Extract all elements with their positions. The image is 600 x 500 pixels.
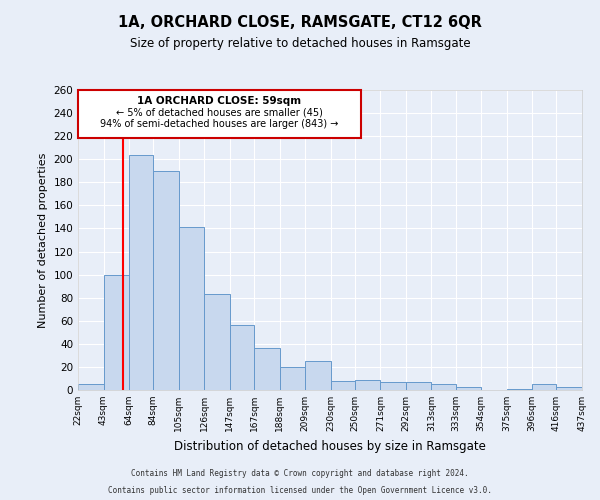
Bar <box>230 326 254 390</box>
FancyBboxPatch shape <box>78 90 361 138</box>
Bar <box>153 171 179 390</box>
Text: Size of property relative to detached houses in Ramsgate: Size of property relative to detached ho… <box>130 38 470 51</box>
Text: ← 5% of detached houses are smaller (45): ← 5% of detached houses are smaller (45) <box>116 108 323 118</box>
Bar <box>104 274 129 390</box>
Bar <box>78 384 104 390</box>
Text: 1A ORCHARD CLOSE: 59sqm: 1A ORCHARD CLOSE: 59sqm <box>137 96 302 106</box>
Bar <box>380 382 406 390</box>
Bar <box>280 367 305 390</box>
Bar <box>556 386 582 390</box>
Text: 94% of semi-detached houses are larger (843) →: 94% of semi-detached houses are larger (… <box>100 119 338 129</box>
Text: Contains HM Land Registry data © Crown copyright and database right 2024.: Contains HM Land Registry data © Crown c… <box>131 468 469 477</box>
Bar <box>305 361 331 390</box>
Bar <box>331 381 355 390</box>
Y-axis label: Number of detached properties: Number of detached properties <box>38 152 48 328</box>
Bar <box>406 382 431 390</box>
Text: 1A, ORCHARD CLOSE, RAMSGATE, CT12 6QR: 1A, ORCHARD CLOSE, RAMSGATE, CT12 6QR <box>118 15 482 30</box>
Bar <box>455 386 481 390</box>
Bar <box>507 389 532 390</box>
Bar <box>129 154 153 390</box>
Text: Contains public sector information licensed under the Open Government Licence v3: Contains public sector information licen… <box>108 486 492 495</box>
Bar <box>431 384 455 390</box>
Bar <box>355 380 380 390</box>
Bar <box>179 228 205 390</box>
X-axis label: Distribution of detached houses by size in Ramsgate: Distribution of detached houses by size … <box>174 440 486 452</box>
Bar <box>532 384 556 390</box>
Bar <box>205 294 230 390</box>
Bar <box>254 348 280 390</box>
